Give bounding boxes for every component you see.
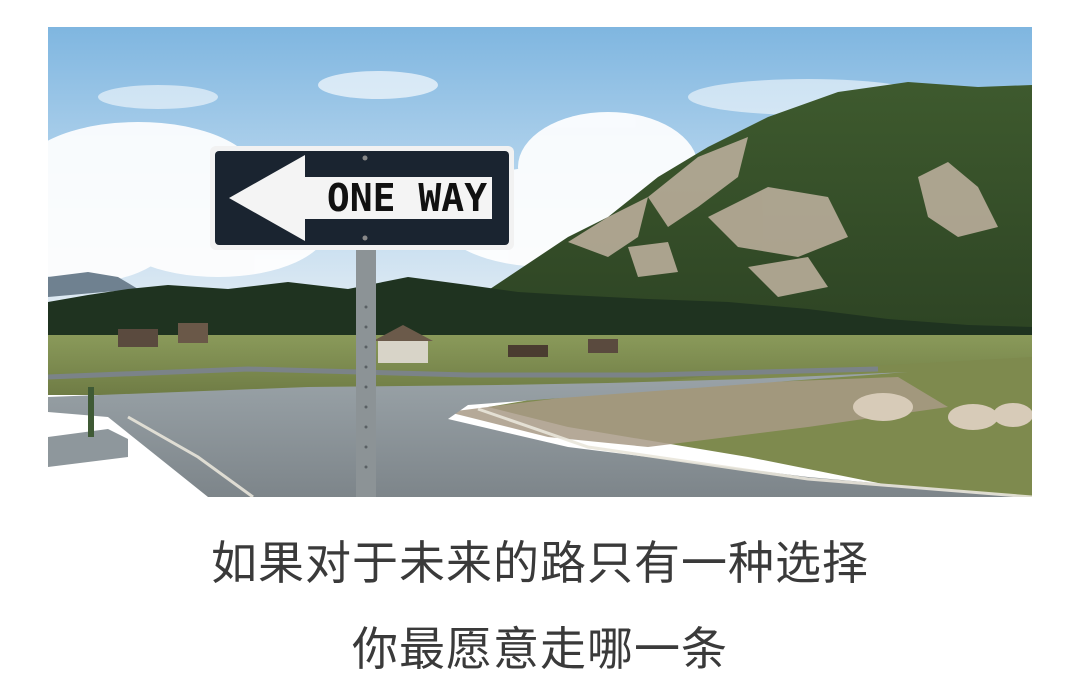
guardrail-back	[48, 366, 879, 380]
gravel-shoulder	[448, 377, 948, 447]
houses	[118, 323, 618, 363]
hero-photo: ONE WAY	[48, 27, 1032, 497]
one-way-sign: ONE WAY	[210, 146, 514, 250]
road	[48, 372, 1032, 497]
guardrail-front	[48, 387, 128, 467]
distant-mountain	[48, 272, 138, 297]
boulders	[853, 393, 1032, 430]
caption-line-1: 如果对于未来的路只有一种选择	[211, 536, 869, 590]
left-arrow-icon	[229, 155, 492, 241]
road-markings	[127, 407, 1032, 497]
sign-post-holes	[364, 305, 368, 469]
rock-faces	[568, 137, 998, 297]
road-scene-illustration: ONE WAY	[48, 27, 1032, 497]
sign-text: ONE WAY	[327, 176, 487, 220]
caption-line-2: 你最愿意走哪一条	[352, 622, 728, 676]
